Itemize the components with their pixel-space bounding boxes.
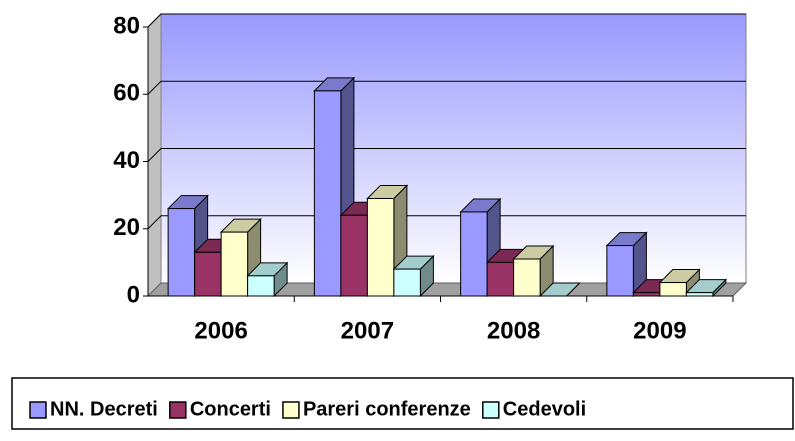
y-tick-label: 60 [113,80,140,107]
bar-front [685,292,714,297]
grid-line [147,80,162,95]
grid-line [147,148,162,162]
bar-front [194,251,222,297]
bar-front [513,258,541,297]
bar [538,282,581,297]
x-tick-label: 2007 [341,317,394,344]
bar [246,261,289,298]
legend-swatch [29,401,47,419]
legend-swatch [482,401,500,419]
y-tick-label: 20 [113,214,140,241]
bar-top [538,282,581,297]
bar-front [313,90,342,297]
bar-front [167,208,196,297]
bar-front [632,292,661,297]
bar-front [366,197,395,297]
bar [685,278,728,298]
legend-label: Cedevoli [503,398,586,420]
y-tick-label: 80 [113,12,140,39]
bar-front [220,231,249,297]
bar [392,254,435,298]
legend-swatch [282,401,300,419]
legend-label: Concerti [190,398,271,420]
bar-front [460,211,488,297]
bar-front [659,282,687,297]
bar-front [606,245,634,297]
grid-line [147,13,162,28]
bar [512,244,555,298]
legend-swatch [169,401,187,419]
bar-front [486,261,515,297]
x-tick-label: 2006 [194,317,247,344]
y-tick-label: 40 [113,147,140,174]
bar [313,76,356,298]
bar [605,231,648,298]
legend [11,377,794,430]
bar-front [340,214,368,297]
x-tick-label: 2009 [633,317,686,344]
legend-label: NN. Decreti [50,398,158,420]
grid-line [147,215,162,230]
x-tick-label: 2008 [487,317,540,344]
y-tick-label: 0 [127,281,140,308]
legend-label: Pareri conferenze [303,398,471,420]
bar-front [247,275,275,297]
bar [459,197,502,298]
bar-front [393,268,421,297]
bar [658,268,701,298]
